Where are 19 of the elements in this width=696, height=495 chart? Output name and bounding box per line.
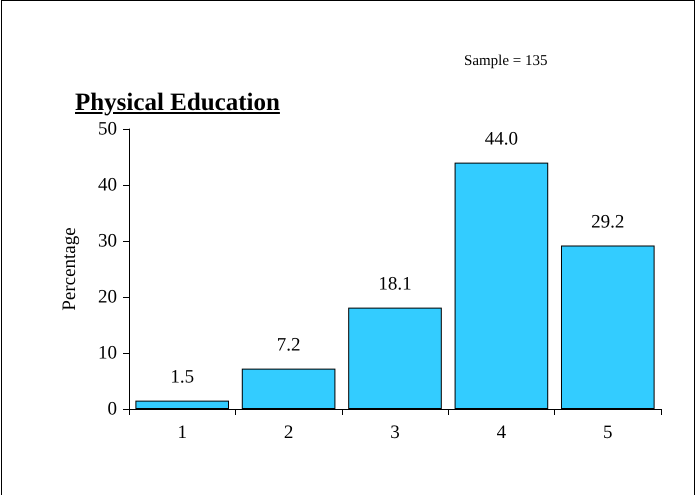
y-tick-label: 10 [98,342,117,364]
data-label: 1.5 [170,366,194,388]
x-tick-label: 3 [390,422,400,443]
chart-title: Physical Education [75,89,280,117]
text: Sample = 135 [464,53,548,70]
y-tick-label: 50 [98,118,117,140]
y-tick-label: 40 [98,174,117,196]
data-label: 29.2 [591,211,624,232]
x-tick-label: 4 [496,422,507,443]
y-tick-label: 0 [108,398,117,420]
y-tick-label: 20 [98,286,117,308]
data-label: 7.2 [276,334,300,356]
x-tick-label: 2 [284,422,294,443]
data-label: 44.0 [484,128,518,150]
x-tick-label: 5 [603,422,613,443]
y-tick-label: 30 [98,230,117,252]
y-axis-title: Percentage [59,227,80,311]
data-label: 18.1 [378,274,412,295]
x-tick-label: 1 [177,422,187,443]
